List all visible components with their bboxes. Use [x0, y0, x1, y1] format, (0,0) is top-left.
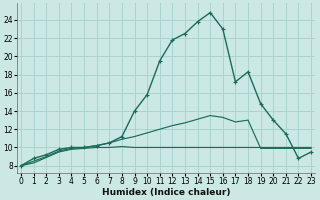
X-axis label: Humidex (Indice chaleur): Humidex (Indice chaleur) [102, 188, 230, 197]
